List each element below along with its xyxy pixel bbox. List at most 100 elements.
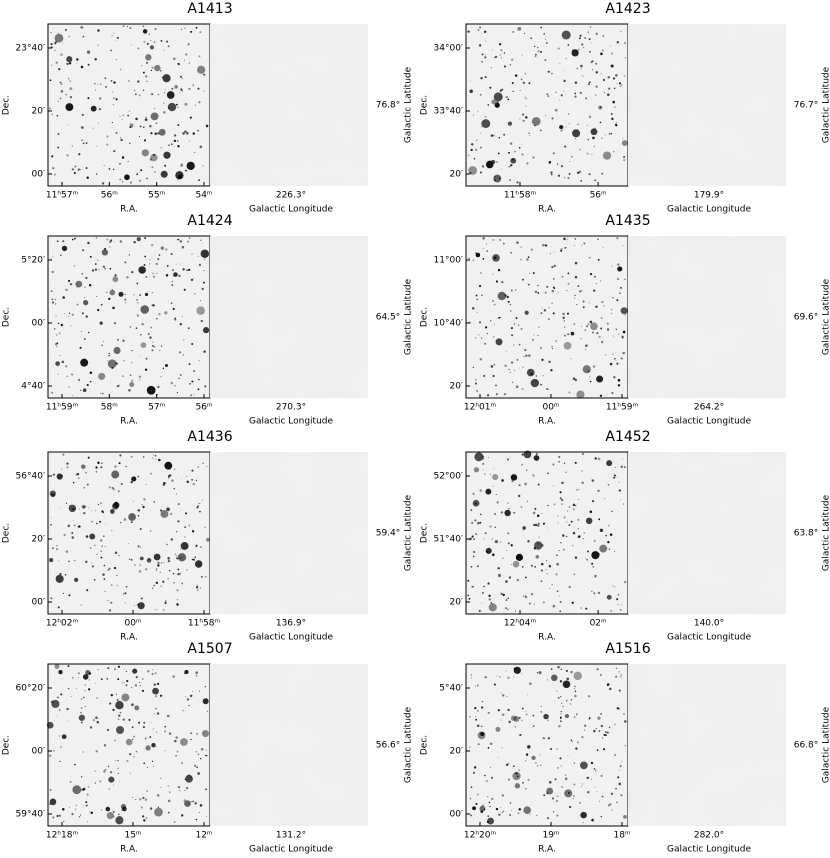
source	[140, 333, 142, 336]
source	[60, 323, 64, 327]
source	[484, 56, 487, 59]
source	[515, 385, 519, 389]
source	[185, 512, 188, 515]
source	[165, 600, 167, 602]
source	[563, 320, 565, 322]
source	[619, 608, 622, 611]
source	[525, 354, 528, 357]
source	[173, 582, 175, 584]
source	[131, 703, 134, 707]
source	[588, 256, 591, 259]
dec-tick-label: 20′	[32, 535, 46, 545]
source	[83, 338, 86, 340]
source	[560, 249, 563, 252]
ra-tick-label: 12ᵐ	[195, 831, 212, 841]
source	[46, 721, 54, 729]
source	[113, 815, 115, 818]
source	[56, 473, 63, 480]
source	[584, 329, 587, 332]
source	[492, 134, 495, 137]
source	[145, 357, 148, 360]
glon-tick-label: 264.2°	[694, 403, 724, 413]
source	[50, 700, 54, 703]
source	[141, 504, 143, 506]
source	[525, 710, 527, 712]
source	[536, 765, 538, 767]
source	[477, 522, 480, 525]
source	[486, 250, 489, 252]
source	[610, 610, 612, 612]
source	[146, 670, 150, 673]
source	[90, 105, 97, 112]
source	[108, 240, 112, 244]
source	[610, 132, 613, 135]
source	[167, 811, 170, 814]
source	[112, 306, 115, 310]
source	[143, 139, 147, 142]
source	[500, 719, 502, 721]
source	[610, 64, 614, 68]
source	[501, 811, 503, 813]
galactic-map	[210, 452, 368, 614]
glon-axis-label: Galactic Longitude	[249, 845, 334, 855]
source	[140, 546, 141, 548]
source	[86, 483, 89, 486]
source	[195, 671, 198, 674]
source	[495, 807, 499, 811]
source	[546, 387, 548, 390]
source	[581, 43, 584, 46]
source	[557, 163, 559, 165]
source	[610, 792, 614, 796]
glat-axis-label: Galactic Latitude	[404, 66, 414, 143]
source	[598, 335, 601, 338]
source	[83, 296, 85, 298]
source	[600, 106, 602, 108]
source	[191, 530, 195, 533]
source	[56, 240, 59, 243]
source	[524, 595, 528, 599]
source	[546, 285, 549, 288]
source	[116, 384, 119, 388]
source	[596, 375, 604, 383]
source	[114, 40, 116, 41]
source	[544, 244, 548, 247]
source	[521, 54, 523, 56]
source	[100, 556, 103, 559]
source	[555, 91, 557, 93]
source	[582, 306, 585, 309]
glat-axis-label: Galactic Latitude	[404, 706, 414, 783]
source	[151, 344, 155, 348]
source	[546, 573, 548, 575]
source	[541, 358, 544, 361]
source	[591, 331, 594, 334]
source	[142, 725, 146, 729]
source	[180, 478, 182, 480]
source	[53, 173, 56, 176]
source	[471, 677, 472, 679]
source	[174, 384, 176, 387]
source	[480, 126, 482, 128]
source	[103, 770, 106, 773]
source	[573, 762, 575, 764]
source	[100, 83, 102, 85]
source	[163, 49, 165, 51]
source	[181, 163, 183, 165]
source	[595, 71, 598, 74]
source	[564, 789, 573, 798]
source	[484, 326, 488, 329]
source	[78, 525, 81, 528]
source	[174, 739, 177, 743]
source	[494, 539, 498, 544]
source	[553, 811, 555, 813]
source	[127, 543, 129, 545]
source	[183, 288, 186, 291]
source	[576, 741, 579, 744]
source	[137, 475, 140, 478]
source	[588, 83, 590, 85]
source	[155, 569, 158, 571]
source	[501, 747, 503, 749]
source	[510, 809, 512, 811]
source	[54, 49, 56, 51]
source	[478, 284, 482, 288]
source	[106, 291, 108, 293]
